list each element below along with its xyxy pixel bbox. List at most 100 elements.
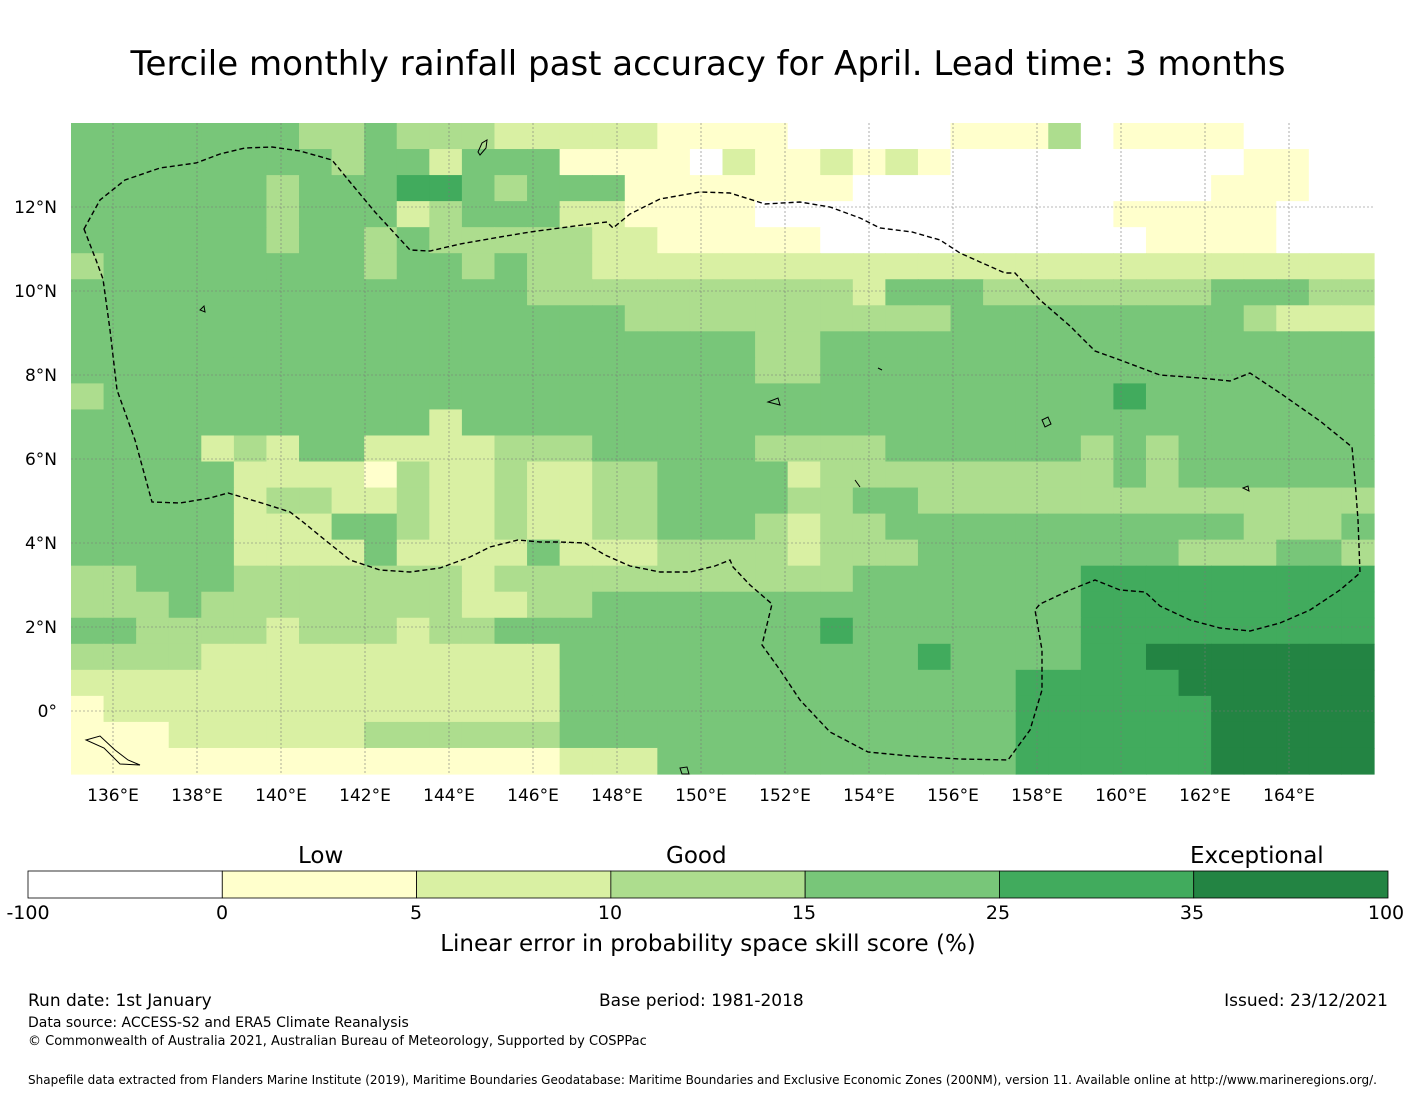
grid-cell bbox=[1276, 539, 1310, 567]
grid-cell bbox=[852, 487, 886, 515]
grid-cell bbox=[624, 409, 658, 437]
grid-cell bbox=[527, 487, 561, 515]
grid-cell bbox=[950, 383, 984, 411]
grid-cell bbox=[885, 487, 919, 515]
grid-cell bbox=[852, 253, 886, 280]
grid-cell bbox=[689, 201, 724, 228]
grid-cell bbox=[494, 721, 528, 749]
grid-cell bbox=[885, 721, 919, 749]
grid-cell bbox=[136, 227, 170, 254]
grid-cell bbox=[1178, 461, 1212, 489]
grid-cell bbox=[917, 253, 952, 280]
grid-cell bbox=[527, 643, 561, 671]
grid-cell bbox=[787, 695, 821, 723]
grid-cell bbox=[1015, 409, 1049, 437]
grid-cell bbox=[1308, 747, 1343, 775]
grid-cell bbox=[885, 149, 919, 176]
grid-cell bbox=[136, 539, 170, 567]
grid-cell bbox=[461, 669, 496, 697]
grid-cell bbox=[983, 669, 1017, 697]
grid-cell bbox=[1048, 409, 1082, 437]
grid-cell bbox=[1113, 409, 1147, 437]
grid-cell bbox=[299, 409, 333, 437]
grid-cell bbox=[364, 253, 398, 280]
grid-cell bbox=[103, 253, 137, 280]
grid-cell bbox=[755, 565, 789, 593]
grid-cell bbox=[71, 409, 105, 437]
grid-cell bbox=[364, 435, 398, 463]
grid-cell bbox=[885, 331, 919, 358]
grid-cell bbox=[624, 357, 658, 384]
grid-cell bbox=[1145, 747, 1180, 775]
grid-cell bbox=[136, 643, 170, 671]
grid-cell bbox=[820, 253, 854, 280]
grid-cell bbox=[820, 539, 854, 567]
longitude-label: 164°E bbox=[1263, 786, 1315, 806]
grid-cell bbox=[983, 175, 1017, 202]
grid-cell bbox=[1276, 305, 1310, 332]
grid-cell bbox=[201, 253, 235, 280]
grid-cell bbox=[461, 279, 496, 306]
grid-cell bbox=[233, 123, 268, 150]
grid-cell bbox=[820, 669, 854, 697]
grid-cell bbox=[820, 565, 854, 593]
colorbar-tick: 0 bbox=[215, 902, 229, 924]
grid-cell bbox=[1145, 227, 1180, 254]
grid-cell bbox=[1015, 435, 1049, 463]
grid-cell bbox=[299, 227, 333, 254]
grid-cell bbox=[494, 669, 528, 697]
grid-cell bbox=[1113, 253, 1147, 280]
latitude-label: 6°N bbox=[25, 450, 57, 470]
grid-cell bbox=[364, 305, 398, 332]
grid-cell bbox=[689, 253, 724, 280]
grid-cell bbox=[396, 409, 430, 437]
longitude-label: 138°E bbox=[171, 786, 223, 806]
grid-cell bbox=[396, 747, 430, 775]
grid-cell bbox=[1178, 201, 1212, 228]
grid-cell bbox=[364, 383, 398, 411]
grid-cell bbox=[657, 357, 691, 384]
grid-cell bbox=[1308, 123, 1343, 150]
grid-cell bbox=[1145, 539, 1180, 567]
grid-cell bbox=[201, 695, 235, 723]
grid-cell bbox=[885, 695, 919, 723]
grid-cell bbox=[494, 435, 528, 463]
grid-cell bbox=[71, 149, 105, 176]
grid-cell bbox=[852, 721, 886, 749]
grid-cell bbox=[1113, 123, 1147, 150]
grid-cell bbox=[917, 279, 952, 306]
grid-cell bbox=[983, 149, 1017, 176]
grid-cell bbox=[820, 227, 854, 254]
grid-cell bbox=[755, 357, 789, 384]
grid-cell bbox=[1243, 435, 1277, 463]
grid-cell bbox=[592, 305, 626, 332]
grid-cell bbox=[136, 747, 170, 775]
grid-cell bbox=[1080, 643, 1115, 671]
longitude-label: 146°E bbox=[507, 786, 559, 806]
grid-cell bbox=[461, 695, 496, 723]
grid-cell bbox=[494, 175, 528, 202]
grid-cell bbox=[429, 253, 463, 280]
grid-cell bbox=[624, 175, 658, 202]
grid-cell bbox=[461, 201, 496, 228]
grid-cell bbox=[71, 643, 105, 671]
grid-cell bbox=[885, 565, 919, 593]
grid-cell bbox=[201, 357, 235, 384]
grid-cell bbox=[689, 435, 724, 463]
grid-cell bbox=[266, 435, 300, 463]
grid-cell bbox=[233, 461, 268, 489]
grid-cell bbox=[1211, 149, 1245, 176]
grid-cell bbox=[1145, 565, 1180, 593]
grid-cell bbox=[624, 591, 658, 619]
grid-cell bbox=[722, 617, 756, 645]
grid-cell bbox=[136, 123, 170, 150]
colorbar-tick: 35 bbox=[1179, 902, 1205, 924]
grid-cell bbox=[201, 487, 235, 515]
grid-cell bbox=[689, 357, 724, 384]
grid-cell bbox=[1113, 565, 1147, 593]
colorbar-tick: -100 bbox=[6, 902, 50, 924]
grid-cell bbox=[461, 123, 496, 150]
grid-cell bbox=[1243, 695, 1277, 723]
grid-cell bbox=[396, 487, 430, 515]
